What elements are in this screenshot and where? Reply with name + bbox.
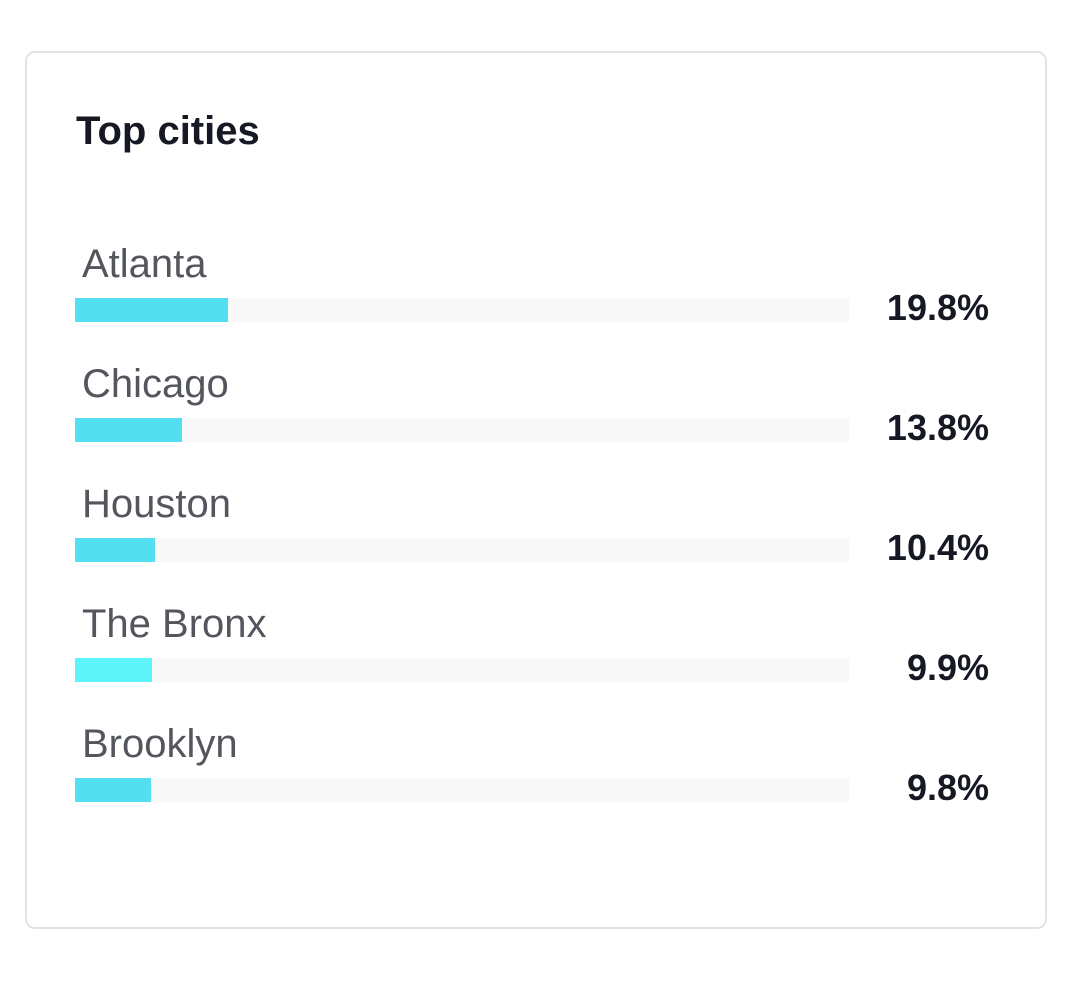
city-row-atlanta: Atlanta 19.8% (27, 238, 1045, 348)
city-name: Atlanta (82, 242, 207, 286)
bar-fill (75, 418, 182, 442)
city-percent: 19.8% (886, 287, 989, 328)
bar-track (75, 538, 849, 562)
city-row-houston: Houston 10.4% (27, 478, 1045, 588)
city-name: Chicago (82, 362, 229, 406)
top-cities-card: Top cities Atlanta 19.8% Chicago 13.8% H… (25, 51, 1047, 929)
city-percent: 9.8% (906, 767, 989, 808)
bar-fill (75, 538, 156, 562)
city-percent: 10.4% (886, 527, 989, 568)
card-title: Top cities (76, 109, 260, 153)
bar-track (75, 418, 849, 442)
bar-fill (75, 778, 151, 802)
city-row-chicago: Chicago 13.8% (27, 358, 1045, 468)
bar-fill (75, 298, 229, 322)
city-percent: 13.8% (886, 407, 989, 448)
city-row-the-bronx: The Bronx 9.9% (27, 598, 1045, 708)
city-row-brooklyn: Brooklyn 9.8% (27, 718, 1045, 828)
city-list: Atlanta 19.8% Chicago 13.8% Houston 10.4… (27, 53, 1045, 927)
bar-track (75, 298, 849, 322)
bar-track (75, 658, 849, 682)
city-name: The Bronx (82, 602, 267, 646)
city-percent: 9.9% (906, 647, 989, 688)
bar-track (75, 778, 849, 802)
city-name: Houston (82, 482, 231, 526)
bar-fill (75, 658, 152, 682)
city-name: Brooklyn (82, 722, 238, 766)
